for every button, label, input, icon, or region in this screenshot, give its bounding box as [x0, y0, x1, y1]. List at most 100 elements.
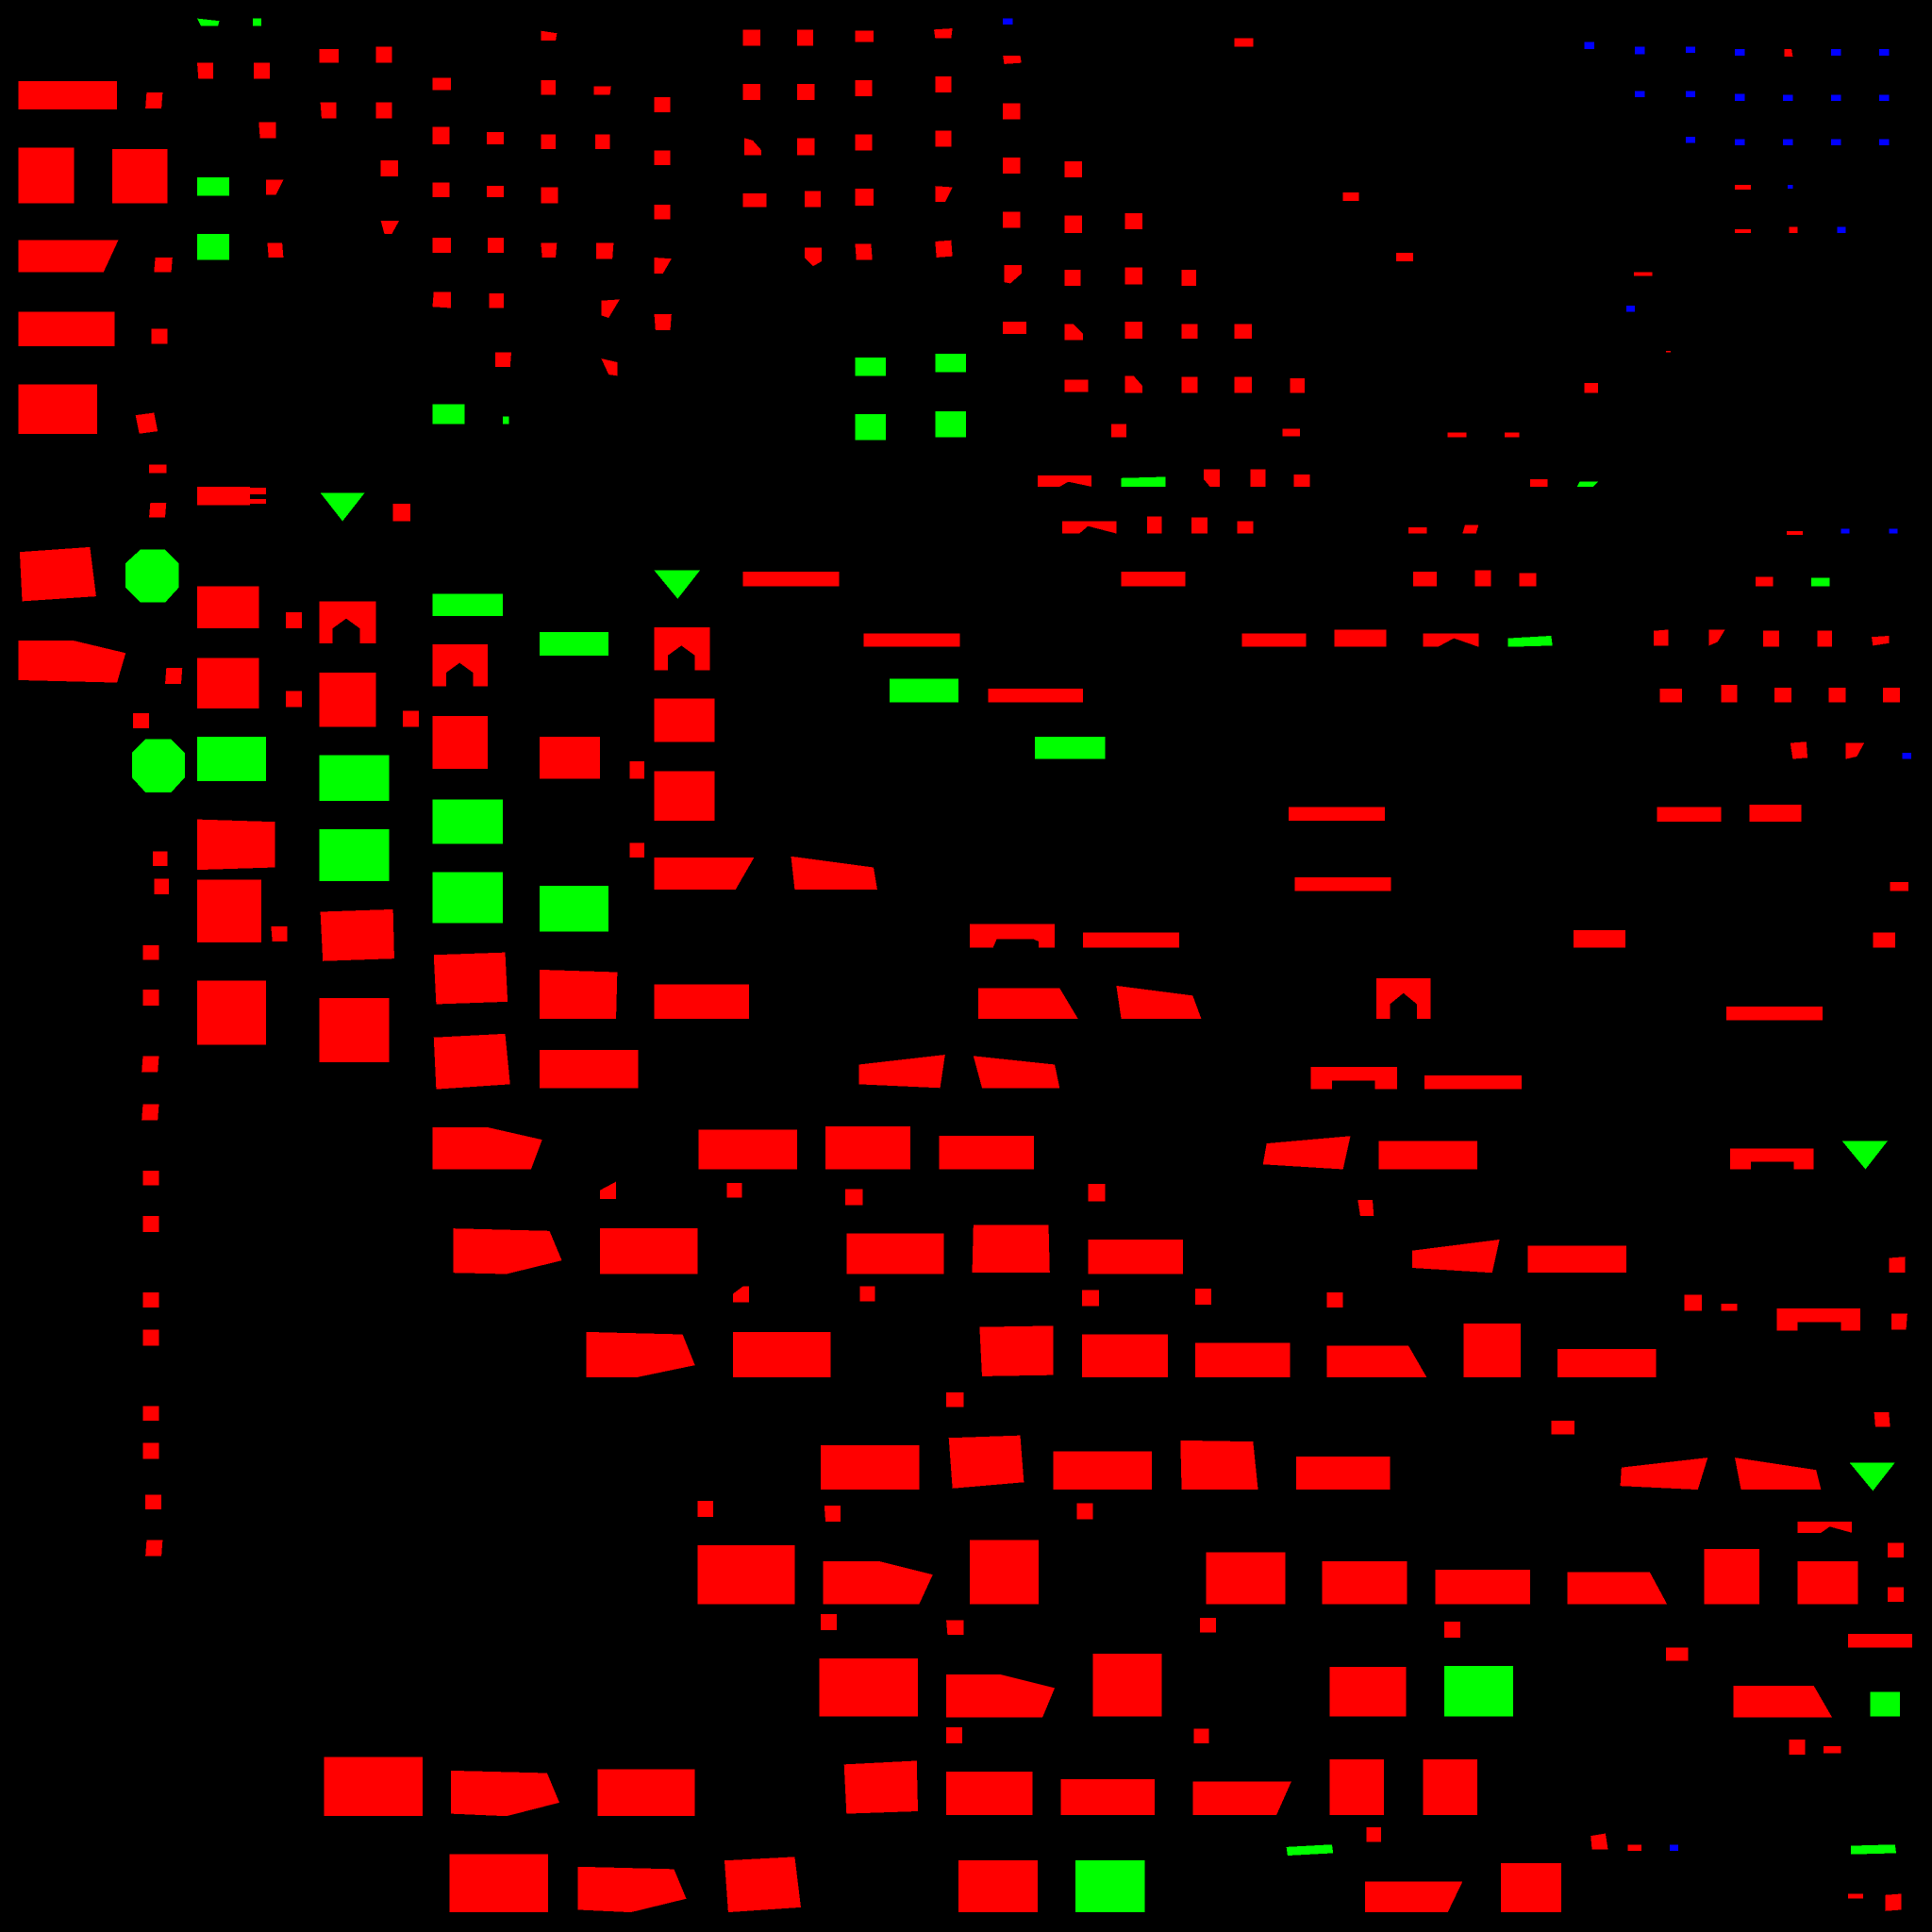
red-region: [742, 83, 760, 100]
red-region: [1124, 375, 1142, 393]
red-region: [958, 1860, 1038, 1913]
red-region: [1294, 876, 1391, 891]
red-region: [596, 242, 614, 259]
red-region: [380, 220, 400, 235]
red-region: [196, 62, 213, 79]
red-region: [433, 1033, 510, 1090]
red-region: [154, 878, 169, 895]
green-region: [540, 886, 609, 932]
red-region: [1530, 479, 1548, 487]
red-region: [1003, 321, 1026, 334]
red-region: [165, 667, 183, 684]
red-region: [495, 352, 512, 368]
blue-region: [1837, 226, 1846, 233]
green-region: [1870, 1691, 1901, 1717]
red-region: [319, 997, 390, 1062]
red-region: [1423, 1759, 1478, 1815]
red-region: [733, 1331, 831, 1378]
red-region: [432, 77, 452, 91]
red-region: [1500, 1862, 1561, 1913]
red-region: [654, 771, 715, 821]
red-region: [820, 1445, 920, 1491]
red-region: [935, 75, 952, 92]
red-region: [600, 1228, 698, 1274]
green-region: [1850, 1844, 1897, 1855]
green-region: [1286, 1844, 1334, 1857]
red-region: [1620, 1457, 1708, 1491]
red-region: [151, 328, 168, 344]
red-region: [845, 1189, 863, 1206]
green-region: [502, 416, 509, 425]
red-region: [1088, 1239, 1183, 1274]
green-region: [432, 593, 503, 617]
red-region: [855, 30, 874, 42]
red-region: [859, 1286, 875, 1302]
red-region: [196, 879, 261, 943]
red-region: [196, 980, 267, 1045]
red-region: [320, 102, 337, 119]
red-region: [541, 30, 558, 42]
green-region: [1121, 476, 1166, 487]
red-region: [797, 29, 814, 46]
red-region: [1116, 985, 1202, 1020]
green-region: [1035, 737, 1106, 759]
red-region: [1567, 1572, 1668, 1605]
red-region: [1181, 270, 1197, 287]
red-region: [1874, 1411, 1890, 1427]
green-regions: [125, 18, 1901, 1913]
red-region: [1310, 1067, 1398, 1090]
red-region: [1725, 1007, 1823, 1021]
red-region: [1633, 272, 1653, 276]
red-region: [597, 1769, 695, 1817]
red-region: [935, 240, 953, 258]
red-region: [1591, 1833, 1608, 1850]
red-region: [823, 1560, 933, 1605]
green-region: [935, 411, 966, 438]
red-region: [142, 1442, 159, 1459]
red-region: [19, 546, 96, 602]
red-region: [1124, 321, 1142, 340]
red-region: [1527, 1245, 1627, 1274]
red-region: [742, 572, 840, 587]
green-region: [1507, 635, 1553, 647]
blue-region: [1902, 753, 1911, 759]
red-region: [1147, 516, 1162, 534]
red-region: [1003, 158, 1021, 175]
red-region: [1659, 689, 1682, 703]
red-region: [1413, 572, 1437, 587]
red-region: [946, 1391, 964, 1407]
red-region: [271, 926, 288, 941]
red-region: [1463, 1323, 1521, 1378]
red-region: [1204, 469, 1221, 487]
red-region: [432, 1127, 542, 1170]
red-region: [586, 1331, 695, 1378]
red-region: [142, 1104, 159, 1121]
red-region: [972, 1224, 1050, 1274]
red-region: [1729, 1148, 1814, 1170]
red-region: [1873, 932, 1895, 948]
red-region: [18, 147, 75, 204]
red-region: [1206, 1552, 1286, 1605]
blue-region: [1685, 91, 1696, 98]
red-region: [541, 242, 558, 258]
red-region: [946, 1674, 1056, 1718]
red-region: [111, 149, 168, 204]
green-region: [131, 739, 185, 792]
red-region: [258, 122, 276, 139]
red-region: [541, 187, 558, 204]
red-region: [432, 126, 450, 144]
red-region: [973, 1056, 1060, 1089]
red-region: [1037, 475, 1092, 487]
red-region: [1064, 215, 1082, 233]
red-region: [726, 1182, 742, 1198]
red-region: [1890, 1313, 1907, 1330]
red-region: [432, 182, 450, 197]
blue-region: [1735, 93, 1745, 102]
red-region: [654, 858, 755, 891]
red-region: [601, 358, 618, 376]
red-region: [858, 1055, 945, 1089]
red-region: [1365, 1881, 1463, 1913]
red-region: [1735, 1457, 1822, 1491]
red-region: [540, 737, 601, 779]
red-region: [1064, 161, 1082, 178]
